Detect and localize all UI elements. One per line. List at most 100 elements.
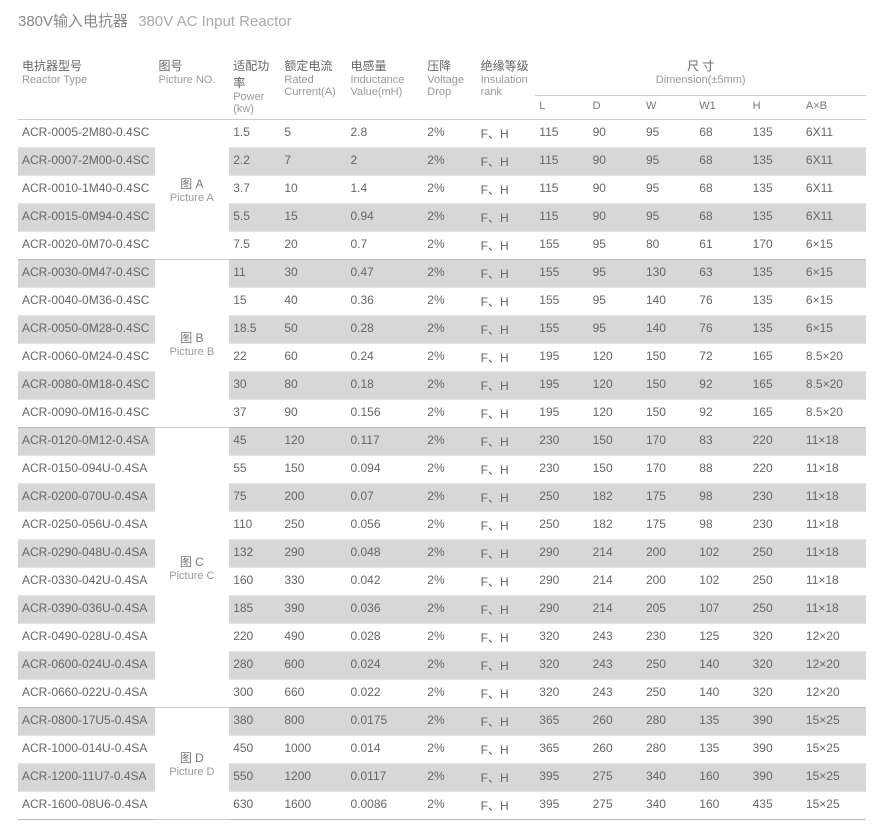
cell-W1: 88	[695, 456, 748, 484]
cell-L: 115	[535, 204, 588, 232]
cell-p: 185	[229, 596, 280, 624]
table-row: ACR-0660-022U-0.4SA3006600.0222%F、H32024…	[18, 680, 866, 708]
cell-type: ACR-0120-0M12-0.4SA	[18, 428, 155, 456]
cell-d: 2%	[423, 792, 476, 820]
cell-D: 214	[589, 568, 642, 596]
cell-c: 60	[280, 344, 346, 372]
cell-W: 170	[642, 428, 695, 456]
cell-W: 200	[642, 568, 695, 596]
cell-W1: 63	[695, 260, 748, 288]
cell-d: 2%	[423, 764, 476, 792]
cell-H: 135	[749, 204, 802, 232]
cell-d: 2%	[423, 484, 476, 512]
cell-type: ACR-0150-094U-0.4SA	[18, 456, 155, 484]
cell-L: 155	[535, 288, 588, 316]
cell-i: 0.156	[347, 400, 424, 428]
cell-D: 260	[589, 708, 642, 736]
cell-W: 250	[642, 652, 695, 680]
hdr-ind: 电感量Inductance Value(mH)	[347, 47, 424, 120]
cell-ins: F、H	[477, 372, 536, 400]
cell-W1: 68	[695, 176, 748, 204]
cell-L: 320	[535, 652, 588, 680]
cell-W: 175	[642, 512, 695, 540]
table-row: ACR-0120-0M12-0.4SA图 CPicture C451200.11…	[18, 428, 866, 456]
cell-W1: 92	[695, 400, 748, 428]
cell-L: 290	[535, 540, 588, 568]
hdr-current: 额定电流Rated Current(A)	[280, 47, 346, 120]
cell-W: 280	[642, 736, 695, 764]
cell-D: 120	[589, 372, 642, 400]
cell-picture: 图 CPicture C	[155, 428, 230, 708]
cell-type: ACR-0090-0M16-0.4SC	[18, 400, 155, 428]
cell-H: 320	[749, 680, 802, 708]
cell-H: 250	[749, 540, 802, 568]
cell-H: 320	[749, 624, 802, 652]
cell-D: 214	[589, 540, 642, 568]
cell-W: 280	[642, 708, 695, 736]
table-row: ACR-0090-0M16-0.4SC37900.1562%F、H1951201…	[18, 400, 866, 428]
cell-c: 10	[280, 176, 346, 204]
cell-c: 800	[280, 708, 346, 736]
cell-H: 135	[749, 288, 802, 316]
cell-type: ACR-0005-2M80-0.4SC	[18, 120, 155, 148]
cell-ins: F、H	[477, 624, 536, 652]
cell-c: 5	[280, 120, 346, 148]
cell-c: 50	[280, 316, 346, 344]
cell-L: 155	[535, 232, 588, 260]
cell-type: ACR-0010-1M40-0.4SC	[18, 176, 155, 204]
cell-D: 120	[589, 344, 642, 372]
cell-H: 170	[749, 232, 802, 260]
cell-ins: F、H	[477, 568, 536, 596]
cell-type: ACR-0050-0M28-0.4SC	[18, 316, 155, 344]
cell-picture: 图 DPicture D	[155, 708, 230, 820]
cell-W1: 68	[695, 148, 748, 176]
cell-p: 550	[229, 764, 280, 792]
cell-type: ACR-0060-0M24-0.4SC	[18, 344, 155, 372]
cell-c: 290	[280, 540, 346, 568]
cell-i: 0.056	[347, 512, 424, 540]
cell-H: 250	[749, 568, 802, 596]
cell-AB: 11×18	[802, 428, 866, 456]
cell-i: 0.94	[347, 204, 424, 232]
cell-D: 182	[589, 512, 642, 540]
cell-c: 1200	[280, 764, 346, 792]
cell-ins: F、H	[477, 204, 536, 232]
cell-W: 150	[642, 400, 695, 428]
cell-d: 2%	[423, 344, 476, 372]
cell-W: 250	[642, 680, 695, 708]
cell-c: 200	[280, 484, 346, 512]
hdr-dim: 尺 寸Dimension(±5mm)	[535, 47, 866, 96]
cell-p: 18.5	[229, 316, 280, 344]
cell-type: ACR-0390-036U-0.4SA	[18, 596, 155, 624]
hdr-W: W	[642, 96, 695, 120]
cell-d: 2%	[423, 512, 476, 540]
cell-d: 2%	[423, 540, 476, 568]
cell-p: 380	[229, 708, 280, 736]
cell-W1: 98	[695, 484, 748, 512]
cell-H: 435	[749, 792, 802, 820]
cell-c: 150	[280, 456, 346, 484]
cell-ins: F、H	[477, 736, 536, 764]
cell-d: 2%	[423, 148, 476, 176]
cell-type: ACR-0020-0M70-0.4SC	[18, 232, 155, 260]
reactor-table: 电抗器型号Reactor Type 图号Picture NO. 适配功率Powe…	[18, 47, 866, 820]
cell-i: 0.014	[347, 736, 424, 764]
cell-L: 115	[535, 176, 588, 204]
table-row: ACR-0250-056U-0.4SA1102500.0562%F、H25018…	[18, 512, 866, 540]
cell-ins: F、H	[477, 288, 536, 316]
cell-p: 7.5	[229, 232, 280, 260]
cell-L: 195	[535, 344, 588, 372]
cell-D: 90	[589, 204, 642, 232]
cell-W: 95	[642, 148, 695, 176]
cell-AB: 6X11	[802, 204, 866, 232]
cell-p: 160	[229, 568, 280, 596]
cell-L: 115	[535, 148, 588, 176]
cell-ins: F、H	[477, 484, 536, 512]
cell-type: ACR-0080-0M18-0.4SC	[18, 372, 155, 400]
table-row: ACR-0030-0M47-0.4SC图 BPicture B11300.472…	[18, 260, 866, 288]
cell-D: 150	[589, 428, 642, 456]
cell-d: 2%	[423, 316, 476, 344]
cell-type: ACR-0015-0M94-0.4SC	[18, 204, 155, 232]
cell-i: 0.36	[347, 288, 424, 316]
cell-W: 175	[642, 484, 695, 512]
